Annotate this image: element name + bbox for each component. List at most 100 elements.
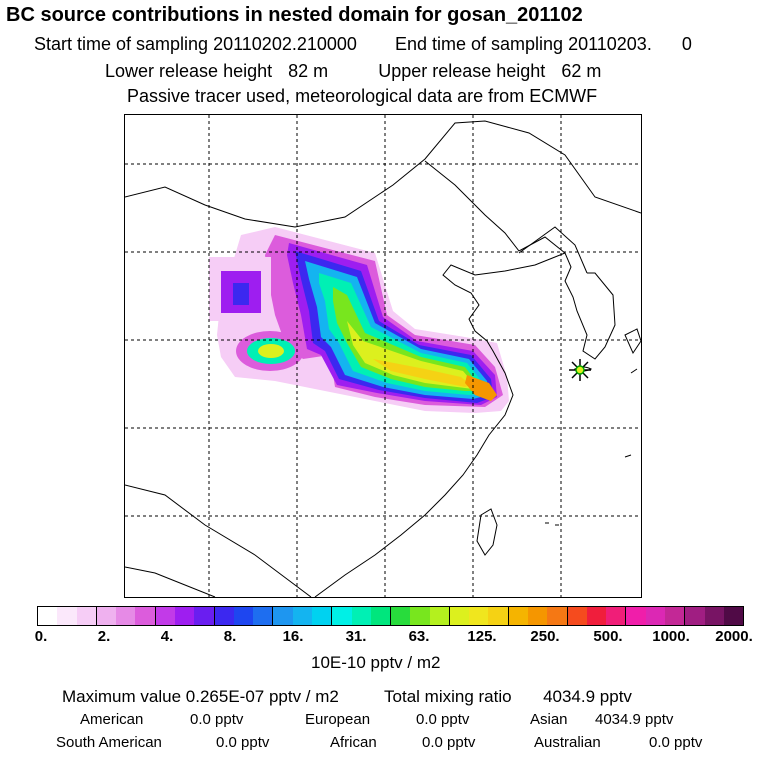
colorbar-tick-label: 250. — [530, 628, 560, 645]
colorbar-ticks: 0. 2. 4. 8. 16. 31. 63. 125. 250. 500. 1000. 2000. — [0, 628, 768, 648]
colorbar-cell — [155, 607, 175, 625]
colorbar-cell — [57, 607, 77, 625]
colorbar-cell — [96, 607, 117, 625]
max-value: 0.265E-07 pptv / m2 — [185, 687, 339, 706]
colorbar-cell — [253, 607, 274, 625]
map-canvas — [125, 115, 641, 597]
region-value: 0.0 pptv — [216, 734, 270, 751]
colorbar-tick-label: 2000. — [715, 628, 753, 645]
colorbar-cell — [174, 607, 195, 625]
colorbar-tick-label: 125. — [467, 628, 497, 645]
colorbar-cell — [311, 607, 333, 625]
region-value: 0.0 pptv — [416, 711, 470, 728]
colorbar-cell — [194, 607, 215, 625]
colorbar-cell — [606, 607, 627, 625]
colorbar-tick-label: 16. — [282, 628, 304, 645]
tibet-border — [125, 566, 216, 597]
region-name: Asian — [530, 711, 568, 728]
colorbar-cell — [704, 607, 724, 625]
colorbar-units: 10E-10 pptv / m2 — [311, 653, 441, 672]
colorbar-cell — [665, 607, 686, 625]
colorbar-cell — [233, 607, 254, 625]
colorbar-tick-label: 0. — [34, 628, 48, 645]
colorbar-cell — [586, 607, 607, 625]
region-name: American — [80, 711, 144, 728]
map-panel — [124, 114, 642, 598]
region-name: European — [305, 711, 371, 728]
colorbar-tick-label: 2. — [97, 628, 111, 645]
graticule — [125, 115, 641, 597]
colorbar-tick-label: 1000. — [652, 628, 690, 645]
start-time-label: Start time of sampling — [34, 34, 209, 54]
upper-height-value: 62 m — [561, 61, 602, 81]
japan-islands — [545, 368, 638, 526]
total-value: 4034.9 pptv — [543, 687, 632, 706]
lower-height-value: 82 m — [288, 61, 329, 81]
plume-level-9 — [373, 359, 471, 387]
region-name: South American — [56, 734, 162, 751]
colorbar-cell — [410, 607, 430, 625]
colorbar-cell — [469, 607, 489, 625]
colorbar-cell — [429, 607, 450, 625]
taiwan — [476, 508, 498, 556]
colorbar-cell — [214, 607, 234, 625]
china-coast-north — [314, 252, 566, 597]
upper-height-label: Upper release height — [378, 61, 546, 81]
max-total-row: Maximum value 0.265E-07 pptv / m2 Total … — [62, 687, 632, 707]
region-value: 4034.9 pptv — [595, 711, 674, 728]
colorbar-cell — [351, 607, 371, 625]
colorbar-cell — [547, 607, 568, 625]
colorbar-cell — [626, 607, 646, 625]
plot-title: BC source contributions in nested domain… — [6, 4, 583, 26]
total-label: Total mixing ratio — [384, 687, 512, 706]
max-label: Maximum value — [62, 687, 182, 706]
korea-border — [518, 226, 588, 274]
colorbar-cell — [488, 607, 509, 625]
colorbar-tick-label: 4. — [160, 628, 174, 645]
colorbar-cell — [508, 607, 529, 625]
colorbar-cell — [685, 607, 705, 625]
end-time-label: End time of sampling — [394, 34, 564, 54]
colorbar-cell — [567, 607, 587, 625]
colorbar-cell — [449, 607, 470, 625]
tracer-note: Passive tracer used, meteorological data… — [127, 86, 598, 106]
colorbar-cell — [292, 607, 312, 625]
colorbar-cell — [116, 607, 136, 625]
mongolia-border — [125, 120, 641, 228]
colorbar-tick-label: 8. — [223, 628, 237, 645]
end-time-suffix: 0 — [681, 34, 692, 54]
star-marker — [569, 359, 591, 381]
region-value: 0.0 pptv — [422, 734, 476, 751]
region-value: 0.0 pptv — [190, 711, 244, 728]
colorbar-cell — [273, 607, 293, 625]
colorbar-tick-label: 63. — [408, 628, 430, 645]
start-time-value: 20110202.210000 — [213, 34, 357, 54]
korea-peninsula — [564, 252, 616, 360]
colorbar-tick-label: 500. — [593, 628, 623, 645]
japan-kyushu — [624, 328, 641, 355]
region-name: African — [330, 734, 377, 751]
colorbar-cell — [370, 607, 392, 625]
colorbar — [37, 606, 744, 626]
plume-level-8 — [347, 321, 475, 389]
region-value: 0.0 pptv — [649, 734, 703, 751]
colorbar-cell — [332, 607, 352, 625]
lower-height-label: Lower release height — [105, 61, 273, 81]
plume — [209, 227, 509, 413]
northeast-border — [424, 160, 566, 254]
end-time-value: 20110203. — [568, 34, 652, 54]
colorbar-cell — [645, 607, 665, 625]
region-name: Australian — [534, 734, 601, 751]
release-heights: Lower release height 82 m Upper release … — [105, 61, 601, 82]
colorbar-cell — [135, 607, 156, 625]
colorbar-cell — [528, 607, 548, 625]
small-blob-core — [258, 344, 284, 358]
sampling-times: Start time of sampling 20110202.210000 E… — [34, 34, 692, 55]
colorbar-cell — [38, 607, 58, 625]
colorbar-cell — [723, 607, 744, 625]
colorbar-tick-label: 31. — [345, 628, 367, 645]
colorbar-cell — [391, 607, 411, 625]
west-blob-core — [233, 283, 249, 305]
china-interior-border — [125, 484, 312, 597]
colorbar-cell — [76, 607, 97, 625]
